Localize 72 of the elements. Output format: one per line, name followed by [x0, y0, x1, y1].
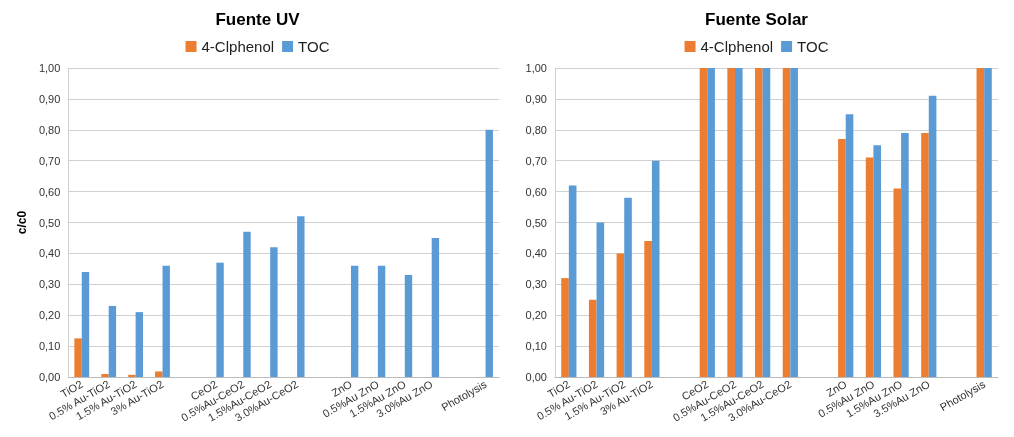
y-tick-label: 0,50 [38, 216, 61, 229]
y-tick-label: 0,10 [38, 340, 61, 353]
bar [928, 95, 937, 377]
y-tick-label: 0,00 [38, 371, 61, 383]
bar [243, 231, 251, 377]
y-tick-label: 0,50 [525, 216, 547, 229]
bar [699, 68, 708, 377]
bar [865, 157, 874, 377]
bar [404, 275, 413, 377]
bar [755, 68, 763, 377]
legend-label: 4-Clphenol [201, 38, 275, 55]
y-tick-label: 0,30 [525, 278, 547, 291]
y-tick-label: 0,90 [525, 92, 547, 105]
bar [101, 373, 109, 377]
y-tick-label: 0,20 [38, 309, 61, 322]
bar [588, 299, 597, 377]
y-tick-label: 0,70 [525, 154, 547, 167]
bar [568, 185, 577, 377]
bar [216, 262, 224, 377]
bar [108, 305, 117, 377]
bar [893, 188, 902, 377]
bar [624, 197, 632, 377]
legend-label: TOC [298, 38, 330, 55]
bar [485, 129, 493, 377]
y-tick-label: 0,70 [38, 154, 61, 167]
bar [921, 132, 929, 377]
chart-title: Fuente UV [215, 10, 301, 29]
bar [616, 253, 625, 377]
bar [734, 68, 743, 377]
bar [128, 374, 136, 377]
bar [561, 278, 569, 377]
legend-label: 4-Clphenol [700, 38, 774, 55]
bar [707, 68, 715, 377]
bar [81, 271, 90, 377]
bar [651, 160, 660, 377]
bar [135, 312, 144, 377]
bar [74, 338, 82, 377]
y-axis-title: c/c0 [15, 210, 29, 235]
chart-title: Fuente Solar [705, 10, 809, 29]
bar [162, 265, 170, 377]
y-tick-label: 0,90 [38, 92, 61, 105]
y-tick-label: 1,00 [525, 62, 547, 74]
bar [901, 132, 909, 377]
bar [838, 139, 846, 377]
y-tick-label: 0,40 [38, 247, 61, 260]
y-tick-label: 0,60 [38, 185, 61, 198]
bar [297, 216, 305, 377]
y-tick-label: 0,30 [38, 278, 61, 291]
bar [350, 265, 359, 377]
y-tick-label: 1,00 [38, 62, 61, 74]
bar [431, 237, 440, 377]
bar [790, 68, 798, 377]
bar [873, 145, 882, 377]
y-tick-label: 0,60 [525, 185, 547, 198]
bar [727, 68, 735, 377]
bar [762, 68, 771, 377]
y-tick-label: 0,10 [525, 340, 547, 353]
bar [270, 247, 278, 377]
bar [984, 68, 992, 377]
bar [644, 241, 652, 377]
bar [596, 222, 605, 377]
y-tick-label: 0,20 [525, 309, 547, 322]
y-tick-label: 0,00 [525, 371, 547, 383]
bar [782, 68, 791, 377]
y-tick-label: 0,80 [38, 123, 61, 136]
y-tick-label: 0,40 [525, 247, 547, 260]
bar [845, 114, 854, 377]
bar [377, 265, 386, 377]
legend-label: TOC [797, 38, 829, 55]
bar [976, 68, 985, 377]
bar [155, 371, 163, 377]
y-tick-label: 0,80 [525, 123, 547, 136]
